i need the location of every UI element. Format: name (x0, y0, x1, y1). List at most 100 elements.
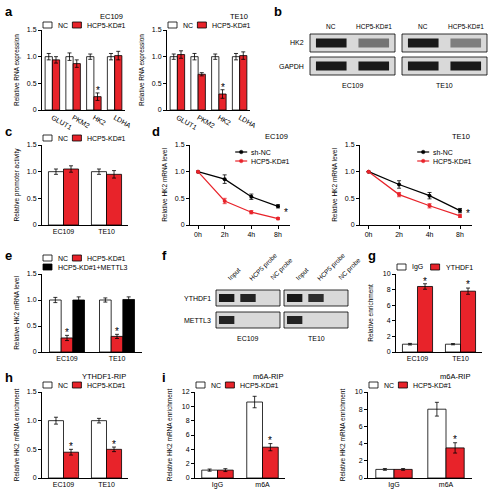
svg-text:0: 0 (33, 106, 37, 113)
svg-text:IgG: IgG (388, 481, 399, 489)
svg-text:0.5: 0.5 (152, 80, 162, 87)
svg-text:a: a (5, 4, 13, 19)
svg-text:e: e (5, 248, 12, 263)
svg-text:NC: NC (58, 382, 68, 389)
svg-text:1.5: 1.5 (27, 26, 37, 33)
svg-text:10: 10 (182, 403, 190, 410)
svg-text:0.5: 0.5 (27, 322, 37, 329)
svg-text:i: i (162, 370, 166, 385)
svg-text:0.5: 0.5 (27, 80, 37, 87)
svg-text:EC109: EC109 (407, 355, 429, 362)
svg-text:*: * (65, 327, 69, 338)
svg-text:Input: Input (226, 266, 242, 282)
svg-text:HCP5-KD#1: HCP5-KD#1 (356, 23, 392, 30)
svg-text:HCP5-KD#1: HCP5-KD#1 (448, 23, 484, 30)
svg-text:TE10: TE10 (436, 82, 453, 89)
svg-text:2: 2 (387, 333, 391, 340)
svg-text:Relative HK2 mRNA enrichment: Relative HK2 mRNA enrichment (339, 389, 346, 482)
svg-text:d: d (152, 124, 160, 139)
svg-text:10: 10 (383, 270, 391, 277)
svg-text:*: * (112, 439, 116, 450)
svg-text:*: * (268, 435, 272, 446)
svg-text:GLUT1: GLUT1 (50, 114, 73, 131)
svg-text:0: 0 (186, 474, 190, 481)
svg-text:1.5: 1.5 (152, 26, 162, 33)
svg-text:EC109: EC109 (342, 82, 364, 89)
svg-text:1.0: 1.0 (27, 53, 37, 60)
svg-text:EC109: EC109 (265, 132, 288, 141)
svg-text:TE10: TE10 (98, 481, 115, 488)
svg-text:0.5: 0.5 (345, 195, 355, 202)
svg-text:NC: NC (418, 23, 428, 30)
svg-text:6: 6 (186, 431, 190, 438)
svg-text:IgG: IgG (212, 481, 223, 489)
svg-text:*: * (423, 276, 427, 287)
svg-text:*: * (466, 208, 470, 219)
svg-text:Relative HK2 mRNA level: Relative HK2 mRNA level (161, 148, 168, 222)
svg-text:0.5: 0.5 (27, 195, 37, 202)
svg-text:HCP5-KD#1: HCP5-KD#1 (87, 255, 126, 262)
svg-text:EC109: EC109 (100, 12, 123, 21)
svg-text:HCP5-KD#1: HCP5-KD#1 (87, 22, 126, 29)
svg-text:YTHDF1-RIP: YTHDF1-RIP (82, 372, 126, 381)
svg-text:*: * (115, 326, 119, 337)
svg-text:2: 2 (186, 460, 190, 467)
svg-text:0: 0 (33, 348, 37, 355)
svg-text:HCP5-KD#1+METTL3: HCP5-KD#1+METTL3 (58, 264, 128, 271)
svg-text:sh-NC: sh-NC (251, 149, 271, 156)
svg-text:*: * (466, 279, 470, 290)
svg-text:m6A-RIP: m6A-RIP (440, 372, 470, 381)
svg-text:NC probe: NC probe (269, 256, 295, 282)
svg-text:HCP5 probe: HCP5 probe (248, 251, 279, 282)
svg-text:0h: 0h (194, 231, 202, 238)
svg-text:8h: 8h (456, 231, 464, 238)
svg-text:1.5: 1.5 (175, 141, 185, 148)
svg-text:8h: 8h (274, 231, 282, 238)
svg-text:8: 8 (387, 286, 391, 293)
svg-text:0: 0 (387, 348, 391, 355)
svg-text:1.0: 1.0 (152, 53, 162, 60)
svg-text:8: 8 (359, 406, 363, 413)
svg-text:0: 0 (181, 221, 185, 228)
svg-text:1.5: 1.5 (27, 141, 37, 148)
svg-text:EC109: EC109 (53, 228, 75, 235)
svg-text:12: 12 (182, 388, 190, 395)
svg-text:8: 8 (186, 417, 190, 424)
svg-text:HCP5-KD#1: HCP5-KD#1 (433, 158, 472, 165)
svg-text:h: h (5, 370, 13, 385)
svg-text:*: * (96, 85, 100, 96)
svg-text:EC109: EC109 (53, 481, 75, 488)
svg-text:0: 0 (158, 106, 162, 113)
svg-text:Relative RNA expression: Relative RNA expression (138, 34, 146, 106)
svg-text:YTHDF1: YTHDF1 (184, 295, 211, 302)
svg-text:1.5: 1.5 (27, 270, 37, 277)
svg-text:0.5: 0.5 (27, 446, 37, 453)
svg-text:HCP5-KD#1: HCP5-KD#1 (251, 158, 290, 165)
svg-text:b: b (274, 4, 282, 19)
svg-text:*: * (69, 441, 73, 452)
svg-text:f: f (162, 248, 167, 263)
svg-text:4: 4 (387, 317, 391, 324)
svg-text:4: 4 (186, 446, 190, 453)
svg-text:Input: Input (294, 266, 310, 282)
svg-text:Relative HK2 mRNA level: Relative HK2 mRNA level (331, 148, 338, 222)
svg-text:NC: NC (58, 255, 68, 262)
svg-text:GAPDH: GAPDH (279, 63, 304, 70)
svg-text:1.0: 1.0 (175, 168, 185, 175)
svg-text:4h: 4h (426, 231, 434, 238)
svg-text:m6A: m6A (439, 481, 454, 488)
svg-text:2h: 2h (395, 231, 403, 238)
svg-text:6: 6 (387, 302, 391, 309)
svg-text:c: c (5, 124, 12, 139)
svg-text:HCP5-KD#1: HCP5-KD#1 (413, 382, 452, 389)
svg-text:10: 10 (355, 388, 363, 395)
svg-text:PKM2: PKM2 (196, 114, 216, 130)
svg-text:HCP5-KD#1: HCP5-KD#1 (212, 22, 251, 29)
svg-text:NC: NC (384, 382, 394, 389)
svg-text:m6A-RIP: m6A-RIP (253, 372, 283, 381)
svg-text:NC: NC (58, 22, 68, 29)
svg-text:1.5: 1.5 (27, 388, 37, 395)
svg-text:TE10: TE10 (308, 335, 325, 342)
svg-text:*: * (284, 207, 288, 218)
svg-text:4: 4 (359, 440, 363, 447)
